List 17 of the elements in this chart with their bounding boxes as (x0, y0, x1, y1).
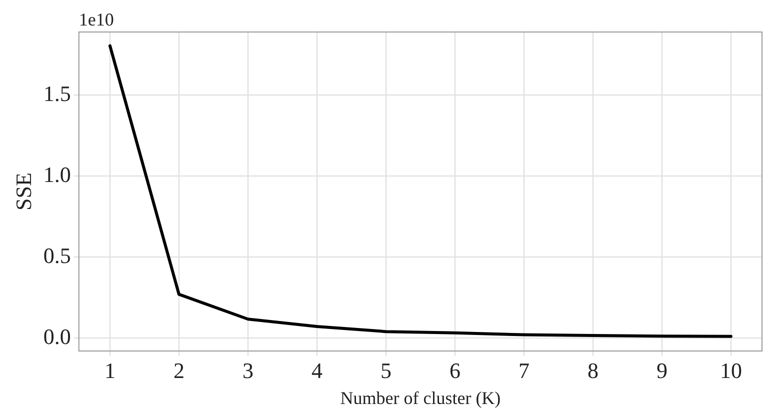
x-axis-title: Number of cluster (K) (340, 388, 501, 408)
x-tick-label: 1 (104, 358, 116, 383)
text: 1e10 (78, 10, 114, 30)
y-tick-label: 0.0 (43, 324, 71, 349)
y-tick-label: 1.5 (43, 80, 71, 106)
x-tick-label: 7 (518, 358, 530, 383)
x-tick-label: 10 (720, 358, 742, 383)
x-tick-label: 6 (449, 358, 460, 383)
y-tick-label: 0.5 (43, 242, 71, 268)
x-tick-label: 9 (656, 358, 668, 383)
y-axis-title: SSE (10, 172, 36, 210)
x-tick-label: 4 (311, 358, 322, 383)
x-tick-label: 3 (242, 358, 254, 383)
x-tick-label: 8 (587, 358, 598, 383)
x-tick-label: 2 (173, 358, 184, 383)
y-tick-label: 1.0 (43, 162, 71, 187)
x-tick-label: 5 (380, 358, 392, 383)
